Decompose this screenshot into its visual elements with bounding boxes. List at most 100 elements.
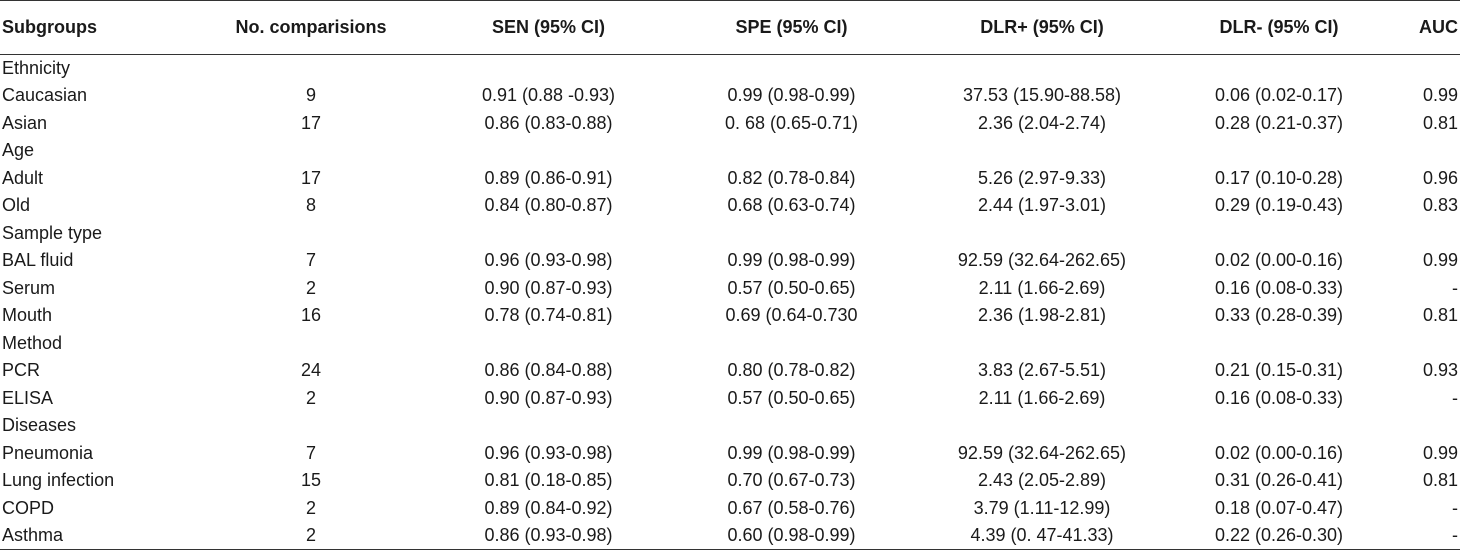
cell-dlr-neg: 0.21 (0.15-0.31): [1214, 360, 1344, 381]
cell-comparisons: 7: [305, 250, 316, 271]
cell-auc: 0.81: [1422, 112, 1458, 133]
cell-subgroup: PCR: [2, 360, 41, 381]
cell-spe: 0.60 (0.98-0.99): [727, 525, 856, 545]
cell-dlr-neg: 0.28 (0.21-0.37): [1214, 112, 1344, 133]
cell-subgroup: COPD: [2, 497, 55, 518]
group-header-row: Method: [0, 330, 1460, 358]
cell-dlr-neg: 0.22 (0.26-0.30): [1214, 525, 1344, 545]
cell-sen: 0.96 (0.93-0.98): [484, 442, 613, 463]
table-row: Serum 2 0.90 (0.87-0.93) 0.57 (0.50-0.65) 2.…: [0, 275, 1460, 303]
cell-dlr-neg: 0.02 (0.00-0.16): [1214, 442, 1344, 463]
cell-dlr-neg: 0.16 (0.08-0.33): [1214, 277, 1344, 298]
cell-spe: 0.69 (0.64-0.730: [725, 305, 858, 326]
cell-subgroup: Asthma: [2, 525, 64, 545]
cell-spe: 0.57 (0.50-0.65): [727, 387, 856, 408]
cell-subgroup: Adult: [2, 167, 44, 188]
cell-comparisons: 17: [300, 112, 322, 133]
cell-dlr-pos: 2.44 (1.97-3.01): [977, 195, 1107, 216]
cell-dlr-pos: 5.26 (2.97-9.33): [977, 167, 1107, 188]
cell-spe: 0.70 (0.67-0.73): [727, 470, 856, 491]
cell-auc: -: [1452, 497, 1458, 518]
header-comparisons: No. comparisions: [235, 17, 387, 37]
cell-comparisons: 24: [300, 360, 322, 381]
cell-comparisons: 2: [305, 277, 316, 298]
cell-auc: -: [1452, 387, 1458, 408]
cell-comparisons: 2: [305, 525, 316, 545]
cell-sen: 0.90 (0.87-0.93): [484, 387, 613, 408]
cell-spe: 0.68 (0.63-0.74): [727, 195, 856, 216]
cell-sen: 0.86 (0.84-0.88): [484, 360, 613, 381]
table-header: Subgroups No. comparisions SEN (95% CI) …: [0, 0, 1460, 55]
cell-dlr-neg: 0.06 (0.02-0.17): [1214, 85, 1344, 106]
header-subgroups: Subgroups: [2, 17, 97, 37]
cell-dlr-neg: 0.18 (0.07-0.47): [1214, 497, 1344, 518]
cell-auc: 0.99: [1422, 250, 1458, 271]
group-label: Diseases: [2, 415, 77, 436]
table-row: Adult 17 0.89 (0.86-0.91) 0.82 (0.78-0.84) 5…: [0, 165, 1460, 193]
table-row: ELISA 2 0.90 (0.87-0.93) 0.57 (0.50-0.65) 2.…: [0, 385, 1460, 413]
table-row: Asthma 2 0.86 (0.93-0.98) 0.60 (0.98-0.99) 4…: [0, 522, 1460, 550]
cell-dlr-pos: 92.59 (32.64-262.65): [957, 442, 1127, 463]
header-spe: SPE (95% CI): [735, 17, 848, 37]
table-row: Lung infection 15 0.81 (0.18-0.85) 0.70 (0.…: [0, 467, 1460, 495]
cell-auc: 0.99: [1422, 85, 1458, 106]
cell-dlr-neg: 0.29 (0.19-0.43): [1214, 195, 1344, 216]
header-dlr-neg: DLR- (95% CI): [1219, 17, 1339, 37]
group-label: Sample type: [2, 222, 103, 243]
cell-subgroup: Caucasian: [2, 85, 88, 106]
cell-auc: 0.81: [1422, 305, 1458, 326]
cell-dlr-pos: 3.79 (1.11-12.99): [973, 497, 1111, 518]
cell-dlr-pos: 37.53 (15.90-88.58): [962, 85, 1122, 106]
cell-comparisons: 9: [305, 85, 316, 106]
cell-comparisons: 2: [305, 387, 316, 408]
cell-spe: 0.57 (0.50-0.65): [727, 277, 856, 298]
group-label: Ethnicity: [2, 58, 71, 78]
header-row: Subgroups No. comparisions SEN (95% CI) …: [0, 0, 1460, 55]
cell-auc: 0.81: [1422, 470, 1458, 491]
cell-subgroup: Serum: [2, 277, 56, 298]
cell-dlr-neg: 0.02 (0.00-0.16): [1214, 250, 1344, 271]
cell-subgroup: Asian: [2, 112, 48, 133]
cell-dlr-neg: 0.33 (0.28-0.39): [1214, 305, 1344, 326]
table-row: Asian 17 0.86 (0.83-0.88) 0. 68 (0.65-0.71)…: [0, 110, 1460, 138]
cell-sen: 0.78 (0.74-0.81): [484, 305, 613, 326]
table-row: PCR 24 0.86 (0.84-0.88) 0.80 (0.78-0.82) 3.8…: [0, 357, 1460, 385]
cell-subgroup: Pneumonia: [2, 442, 94, 463]
cell-sen: 0.90 (0.87-0.93): [484, 277, 613, 298]
cell-subgroup: ELISA: [2, 387, 54, 408]
cell-auc: 0.93: [1422, 360, 1458, 381]
cell-dlr-pos: 2.36 (1.98-2.81): [977, 305, 1107, 326]
cell-dlr-pos: 2.43 (2.05-2.89): [977, 470, 1107, 491]
cell-dlr-pos: 4.39 (0. 47-41.33): [970, 525, 1114, 545]
cell-sen: 0.89 (0.86-0.91): [484, 167, 613, 188]
cell-sen: 0.96 (0.93-0.98): [484, 250, 613, 271]
cell-subgroup: BAL fluid: [2, 250, 74, 271]
cell-spe: 0. 68 (0.65-0.71): [724, 112, 859, 133]
cell-spe: 0.99 (0.98-0.99): [727, 442, 856, 463]
cell-spe: 0.99 (0.98-0.99): [727, 85, 856, 106]
table-row: Old 8 0.84 (0.80-0.87) 0.68 (0.63-0.74) 2.44…: [0, 192, 1460, 220]
cell-sen: 0.81 (0.18-0.85): [484, 470, 613, 491]
group-header-row: Age: [0, 137, 1460, 165]
cell-dlr-pos: 2.11 (1.66-2.69): [978, 277, 1106, 298]
cell-dlr-pos: 92.59 (32.64-262.65): [957, 250, 1127, 271]
cell-comparisons: 16: [300, 305, 322, 326]
cell-auc: -: [1452, 525, 1458, 545]
header-dlr-pos: DLR+ (95% CI): [980, 17, 1104, 37]
cell-comparisons: 8: [305, 195, 316, 216]
cell-dlr-neg: 0.16 (0.08-0.33): [1214, 387, 1344, 408]
cell-subgroup: Old: [2, 195, 31, 216]
header-auc: AUC: [1419, 17, 1458, 37]
cell-spe: 0.99 (0.98-0.99): [727, 250, 856, 271]
group-header-row: Diseases: [0, 412, 1460, 440]
cell-dlr-neg: 0.17 (0.10-0.28): [1214, 167, 1344, 188]
table-row: Caucasian 9 0.91 (0.88 -0.93) 0.99 (0.98-0.…: [0, 82, 1460, 110]
group-label: Age: [2, 140, 35, 161]
cell-comparisons: 15: [300, 470, 322, 491]
cell-spe: 0.80 (0.78-0.82): [727, 360, 856, 381]
table-row: Pneumonia 7 0.96 (0.93-0.98) 0.99 (0.98-0.9…: [0, 440, 1460, 468]
cell-subgroup: Mouth: [2, 305, 53, 326]
cell-comparisons: 7: [305, 442, 316, 463]
cell-spe: 0.67 (0.58-0.76): [727, 497, 856, 518]
table-body: Ethnicity Caucasian 9 0.91 (0.88 -0.93) 0.99…: [0, 55, 1460, 550]
